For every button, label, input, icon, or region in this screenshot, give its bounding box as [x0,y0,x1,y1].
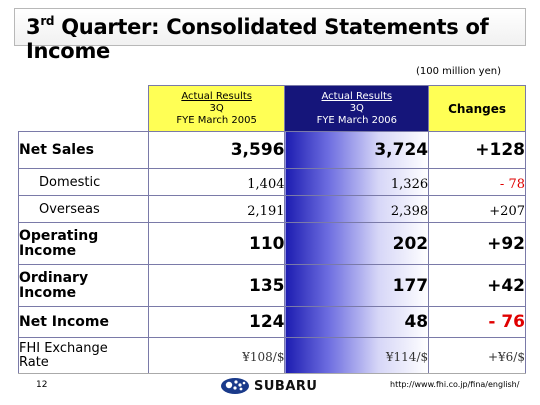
income-statement-table: Actual Results 3Q FYE March 2005 Actual … [18,85,526,374]
value-2005: 135 [147,264,286,307]
value-change: +¥6/$ [428,337,526,374]
value-2006: 3,724 [284,131,430,169]
row-net-sales: Net Sales 3,596 3,724 +128 [18,131,526,169]
row-domestic: Domestic 1,404 1,326 - 78 [18,168,526,196]
row-fx-rate: FHI Exchange Rate ¥108/$ ¥114/$ +¥6/$ [18,337,526,374]
label-ordinary-income: Ordinary Income [18,264,149,307]
value-2005: 124 [147,306,286,338]
value-change: +128 [428,131,526,169]
page-number: 12 [36,380,48,390]
unit-note: (100 million yen) [416,66,501,77]
label-net-sales: Net Sales [18,131,149,169]
label-overseas: Overseas [18,195,149,223]
footer-divider [18,373,526,374]
label-net-income: Net Income [18,306,149,338]
value-2006: 48 [284,306,430,338]
value-2006: ¥114/$ [284,337,430,374]
subaru-logo: SUBARU [220,376,340,396]
value-2005: 3,596 [147,131,286,169]
value-change: +42 [428,264,526,307]
value-2006: 177 [284,264,430,307]
value-change: - 76 [428,306,526,338]
value-change: +207 [428,195,526,223]
label-domestic: Domestic [18,168,149,196]
header-fye2005: Actual Results 3Q FYE March 2005 [147,85,286,132]
row-ordinary-income: Ordinary Income 135 177 +42 [18,264,526,307]
row-overseas: Overseas 2,191 2,398 +207 [18,195,526,223]
label-fx-rate: FHI Exchange Rate [18,337,149,374]
value-2005: 1,404 [147,168,286,196]
value-change: +92 [428,222,526,265]
value-change: - 78 [428,168,526,196]
value-2006: 2,398 [284,195,430,223]
header-fye2006: Actual Results 3Q FYE March 2006 [284,85,430,132]
brand-wordmark: SUBARU [254,378,318,394]
row-operating-income: Operating Income 110 202 +92 [18,222,526,265]
header-row: Actual Results 3Q FYE March 2005 Actual … [18,85,526,132]
value-2006: 1,326 [284,168,430,196]
value-2005: 110 [147,222,286,265]
value-2006: 202 [284,222,430,265]
value-2005: 2,191 [147,195,286,223]
slide-title: 3rd Quarter: Consolidated Statements of … [26,14,489,63]
header-changes: Changes [428,85,526,132]
label-operating-income: Operating Income [18,222,149,265]
header-blank [18,85,149,132]
footer-url: http://www.fhi.co.jp/fina/english/ [390,380,520,389]
value-2005: ¥108/$ [147,337,286,374]
row-net-income: Net Income 124 48 - 76 [18,306,526,338]
pleiades-star-icon [221,378,249,394]
title-box [14,8,526,46]
